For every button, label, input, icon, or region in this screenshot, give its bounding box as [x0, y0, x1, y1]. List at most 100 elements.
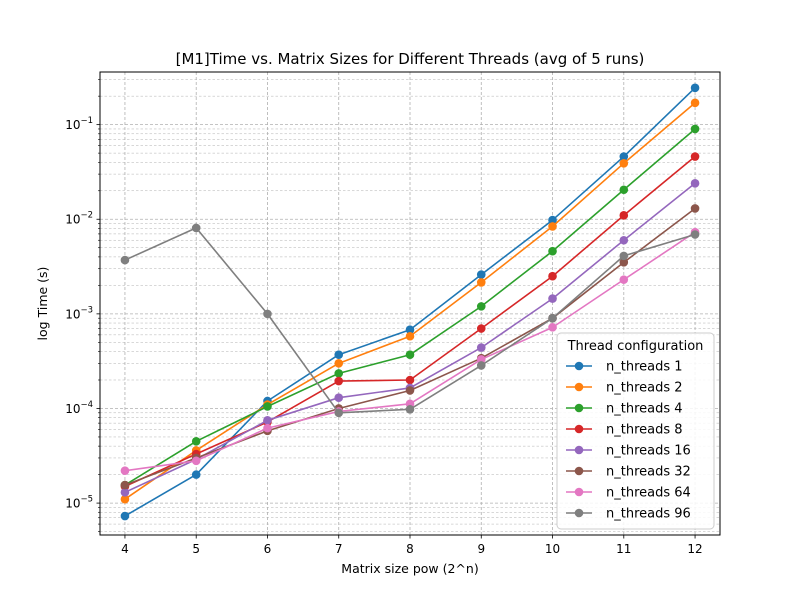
y-tick-label: 10−1 — [65, 116, 93, 132]
data-point — [548, 246, 557, 256]
legend-entry: n_threads 16 — [566, 444, 691, 459]
data-point — [405, 331, 415, 341]
grid — [100, 72, 720, 535]
data-point — [334, 393, 344, 402]
data-point — [263, 415, 272, 425]
x-tick-label: 9 — [477, 542, 485, 556]
x-tick-label: 5 — [192, 542, 200, 556]
data-point — [690, 124, 700, 134]
data-point — [263, 423, 272, 433]
y-tick-label: 10−2 — [65, 211, 93, 227]
x-tick-label: 7 — [335, 542, 343, 556]
legend-entry: n_threads 2 — [566, 381, 683, 396]
legend-entry: n_threads 96 — [566, 507, 691, 522]
legend-title: Thread configuration — [567, 339, 704, 354]
data-point — [548, 294, 557, 303]
legend-marker — [574, 382, 584, 392]
data-point — [263, 402, 272, 411]
data-point — [405, 375, 415, 385]
legend-entry: n_threads 1 — [566, 360, 683, 375]
legend-marker — [574, 487, 584, 497]
data-point — [405, 350, 415, 360]
data-point — [334, 359, 344, 368]
data-point — [120, 466, 130, 475]
data-point — [548, 222, 557, 231]
data-point — [191, 436, 201, 446]
data-point — [120, 494, 130, 504]
legend-entry: n_threads 32 — [566, 465, 691, 480]
legend-marker — [574, 361, 584, 371]
data-point — [619, 235, 629, 245]
x-axis-label: Matrix size pow (2^n) — [341, 561, 478, 576]
data-point — [476, 270, 486, 279]
legend-label: n_threads 1 — [606, 360, 683, 375]
data-point — [690, 178, 700, 188]
data-point — [191, 470, 201, 479]
y-tick-label: 10−4 — [65, 400, 93, 416]
data-point — [619, 211, 629, 220]
data-point — [619, 159, 629, 168]
x-tick-label: 12 — [687, 542, 702, 556]
legend-label: n_threads 16 — [606, 444, 691, 459]
data-point — [548, 323, 557, 332]
legend: Thread configuration n_threads 1n_thread… — [556, 332, 715, 530]
x-ticks: 4 5 6 7 8 9 10 11 12 — [121, 535, 703, 556]
data-point — [690, 83, 700, 93]
x-tick-label: 4 — [121, 542, 129, 556]
data-point — [263, 309, 272, 319]
data-point — [476, 324, 486, 333]
x-tick-label: 11 — [616, 542, 631, 556]
legend-entry: n_threads 4 — [566, 402, 683, 417]
legend-label: n_threads 8 — [606, 423, 683, 438]
data-point — [120, 255, 130, 265]
data-point — [690, 152, 700, 161]
data-point — [619, 185, 629, 195]
data-point — [405, 386, 415, 395]
data-point — [690, 98, 700, 108]
data-point — [405, 405, 415, 414]
data-point — [191, 223, 201, 233]
legend-label: n_threads 32 — [606, 465, 691, 480]
data-point — [476, 278, 486, 287]
data-point — [548, 215, 557, 225]
data-point — [476, 361, 486, 370]
legend-label: n_threads 4 — [606, 402, 683, 417]
chart-title: [M1]Time vs. Matrix Sizes for Different … — [176, 50, 645, 68]
legend-marker — [574, 403, 584, 413]
legend-label: n_threads 2 — [606, 381, 683, 396]
data-point — [619, 258, 629, 267]
data-point — [334, 350, 344, 360]
data-point — [548, 271, 557, 281]
data-point — [334, 369, 344, 378]
data-point — [548, 313, 557, 323]
series-2 — [120, 98, 700, 504]
data-point — [120, 480, 130, 490]
y-axis-label: log Time (s) — [35, 267, 50, 341]
x-tick-label: 10 — [545, 542, 560, 556]
series-8 — [120, 223, 700, 418]
legend-entry: n_threads 64 — [566, 486, 691, 501]
legend-marker — [574, 466, 584, 476]
legend-entry: n_threads 8 — [566, 423, 683, 438]
y-tick-label: 10−5 — [65, 495, 93, 511]
y-ticks: 10−5 10−4 10−3 10−2 10−1 — [65, 79, 100, 532]
legend-marker — [574, 445, 584, 455]
series-layer — [120, 83, 700, 521]
data-point — [120, 488, 130, 497]
y-tick-label: 10−3 — [65, 305, 93, 321]
legend-items: n_threads 1 n_threads 2 n_threads 4 n_threa… — [566, 360, 691, 522]
data-point — [120, 511, 130, 521]
legend-box — [556, 332, 715, 530]
legend-label: n_threads 96 — [606, 507, 691, 522]
data-point — [476, 355, 486, 364]
data-point — [690, 204, 700, 213]
data-point — [476, 302, 486, 311]
x-tick-label: 6 — [264, 542, 272, 556]
data-point — [690, 230, 700, 239]
legend-label: n_threads 64 — [606, 486, 691, 501]
data-point — [334, 376, 344, 386]
x-tick-label: 8 — [406, 542, 414, 556]
data-point — [405, 325, 415, 335]
data-point — [619, 152, 629, 161]
